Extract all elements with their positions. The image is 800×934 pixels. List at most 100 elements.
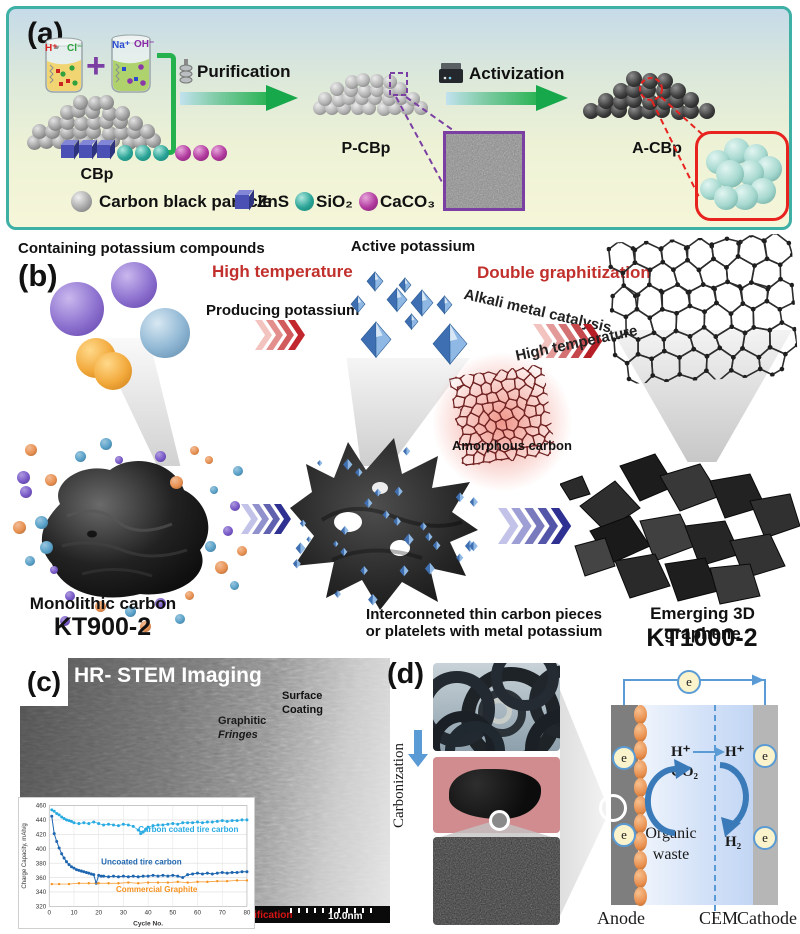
impurity-dot xyxy=(50,566,58,574)
biofilm-oval xyxy=(634,705,647,724)
impurity-dot xyxy=(40,541,53,554)
sio2-sphere xyxy=(153,145,169,161)
svg-text:20: 20 xyxy=(95,909,102,916)
plus-sign: + xyxy=(86,47,106,85)
impurity-dot xyxy=(230,581,239,590)
chart-svg: 320 340 360 380 400 420 440 460 0 10 20 30 40 50 60 70 8… xyxy=(22,803,251,928)
impurity-dot xyxy=(190,446,199,455)
impurity-dot xyxy=(233,466,243,476)
impurity-dot xyxy=(25,444,37,456)
sphere xyxy=(101,125,117,141)
svg-text:70: 70 xyxy=(219,909,226,916)
chevron-arrow xyxy=(533,324,603,358)
carbonization-label: Carbonization xyxy=(391,743,407,828)
chevron-arrow xyxy=(241,504,291,534)
impurity-dot xyxy=(155,598,166,609)
biofilm-oval xyxy=(634,850,647,870)
svg-text:400: 400 xyxy=(36,846,47,853)
biofilm-oval xyxy=(634,741,647,761)
potassium-compound-sphere-orange xyxy=(94,352,132,390)
cathode-label: Cathode xyxy=(737,908,797,928)
electron-badge: e xyxy=(612,823,636,847)
biofilm-oval xyxy=(634,777,647,797)
active-potassium-label: Active potassium xyxy=(350,238,476,255)
activization-arrow xyxy=(446,92,536,105)
pcbp-label: P-CBp xyxy=(341,140,391,157)
sample-zoom-circle xyxy=(489,810,510,831)
electron-badge: e xyxy=(677,670,701,694)
anode-label: Anode xyxy=(597,908,645,928)
anode-zoom-circle xyxy=(599,794,627,822)
svg-text:10: 10 xyxy=(70,909,77,916)
svg-text:Commercial Graphite: Commercial Graphite xyxy=(116,885,198,894)
acbp-label: A-CBp xyxy=(632,140,682,157)
caco3-sphere xyxy=(211,145,227,161)
sem-inset-image xyxy=(443,131,525,211)
sphere xyxy=(597,92,614,109)
sphere xyxy=(406,91,421,106)
electron-badge: e xyxy=(753,744,777,768)
sphere xyxy=(128,115,144,131)
biofilm-oval xyxy=(634,832,647,852)
ruler-ticks xyxy=(290,908,372,913)
svg-text:320: 320 xyxy=(36,904,47,911)
sphere xyxy=(369,74,384,89)
svg-text:0: 0 xyxy=(48,909,52,916)
sphere xyxy=(393,82,408,97)
zns-cube xyxy=(61,145,74,158)
monolithic-carbon-blob xyxy=(41,460,209,598)
cem-label: CEM xyxy=(699,908,739,928)
impurity-dot xyxy=(125,606,136,617)
svg-text:60: 60 xyxy=(194,909,201,916)
sphere xyxy=(87,115,103,131)
beaker-glass xyxy=(45,37,83,93)
impurity-dot xyxy=(100,438,112,450)
impurity-dot xyxy=(25,556,35,566)
cycle-capacity-chart: 320 340 360 380 400 420 440 460 0 10 20 30 40 50 60 70 8… xyxy=(18,797,255,929)
biofilm-oval xyxy=(634,814,647,834)
zns-cube xyxy=(97,145,110,158)
panel-d-label: (d) xyxy=(387,658,425,690)
electron-symbol: e xyxy=(621,750,627,765)
electrolyte-chamber xyxy=(638,705,753,905)
impurity-dot xyxy=(237,546,247,556)
legend-caco3-label: CaCO₃ xyxy=(380,192,436,211)
purification-arrow-head xyxy=(266,85,298,111)
sphere xyxy=(345,74,360,89)
blue-chevron-arrow xyxy=(233,504,303,534)
sphere xyxy=(682,91,699,108)
sphere xyxy=(87,96,103,112)
surface-coating-annotation: Surface Coating xyxy=(282,690,323,718)
ion-h-label: H⁺ xyxy=(45,43,58,54)
potassium-compound-sphere-blue xyxy=(140,308,190,358)
impurity-dot xyxy=(65,591,75,601)
carbonization-arrow-head xyxy=(408,754,428,767)
mid-caption-line2: or platelets with metal potassium xyxy=(365,623,603,640)
cem-membrane-line xyxy=(714,705,716,911)
stirrer-icon xyxy=(179,59,193,84)
sphere xyxy=(140,124,156,140)
biofilm-ovals xyxy=(633,705,649,906)
double-graphitization-label: Double graphitization xyxy=(477,263,651,282)
tire-ring xyxy=(445,721,505,751)
kt1000-label: KT1000-2 xyxy=(646,624,758,652)
panel-c: HR- STEM Imaging Surface Coating Graphit… xyxy=(18,658,390,930)
panel-b-caption: Containing potassium compounds xyxy=(18,240,265,257)
svg-text:Cycle No.: Cycle No. xyxy=(133,921,163,928)
red-chevron-arrow xyxy=(243,320,321,350)
svg-text:40: 40 xyxy=(145,909,152,916)
chevron-arrow xyxy=(255,320,305,350)
panel-c-label: (c) xyxy=(26,666,62,697)
ion-na-label: Na⁺ xyxy=(112,40,131,51)
sphere xyxy=(318,91,333,106)
potassium-compound-sphere-purple xyxy=(50,282,104,336)
sphere xyxy=(350,101,365,116)
surface-line: Surface xyxy=(282,690,323,702)
impurity-dot xyxy=(230,501,240,511)
proton-transfer-arrow xyxy=(693,747,725,757)
impurity-dot xyxy=(175,614,185,624)
cathode-bar xyxy=(753,705,778,905)
reaction-arrows xyxy=(644,759,749,837)
sphere xyxy=(101,106,117,122)
electron-badge: e xyxy=(753,826,777,850)
